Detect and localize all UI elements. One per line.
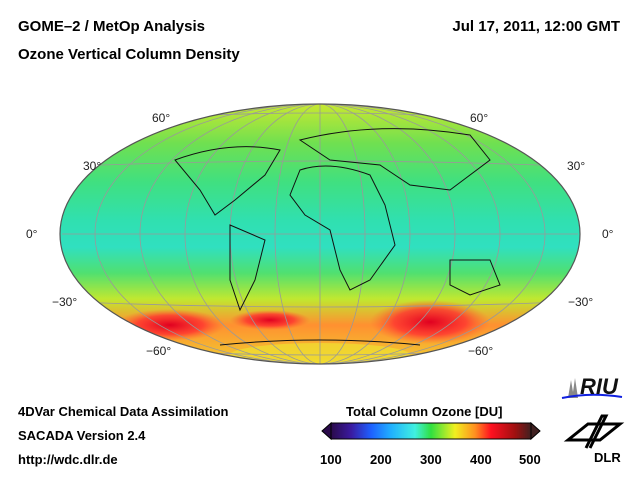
colorbar-tick: 100 bbox=[320, 452, 342, 467]
lat-label-eq-right: 0° bbox=[602, 227, 614, 241]
graticule bbox=[62, 104, 578, 364]
riu-logo-text: RIU bbox=[580, 374, 618, 399]
lat-label-eq-left: 0° bbox=[26, 227, 38, 241]
footer-line1: 4DVar Chemical Data Assimilation bbox=[18, 404, 229, 419]
colorbar-tick: 300 bbox=[420, 452, 442, 467]
lat-label-60n-right: 60° bbox=[470, 111, 489, 125]
coastlines bbox=[174, 128, 501, 346]
lat-label-30s-left: −30° bbox=[52, 295, 78, 309]
footer-link[interactable]: http://wdc.dlr.de bbox=[18, 452, 118, 467]
ozone-high-region bbox=[230, 310, 310, 330]
ozone-high-region bbox=[370, 300, 490, 344]
datetime: Jul 17, 2011, 12:00 GMT bbox=[452, 18, 620, 35]
dlr-logo-text: DLR bbox=[594, 450, 621, 465]
lat-label-60s-left: −60° bbox=[146, 344, 172, 358]
colorbar-tick: 500 bbox=[519, 452, 541, 467]
lat-label-30s-right: −30° bbox=[568, 295, 594, 309]
subtitle: Ozone Vertical Column Density bbox=[18, 46, 240, 63]
map-border bbox=[59, 103, 581, 365]
lat-label-30n-left: 30° bbox=[83, 159, 102, 173]
lat-label-60s-right: −60° bbox=[468, 344, 494, 358]
colorbar-title: Total Column Ozone [DU] bbox=[346, 404, 503, 419]
lat-label-60n-left: 60° bbox=[152, 111, 171, 125]
lat-label-30n-right: 30° bbox=[567, 159, 586, 173]
title: GOME–2 / MetOp Analysis bbox=[18, 18, 205, 35]
colorbar-tick: 400 bbox=[470, 452, 492, 467]
colorbar-tick: 200 bbox=[370, 452, 392, 467]
footer-line2: SACADA Version 2.4 bbox=[18, 428, 146, 443]
